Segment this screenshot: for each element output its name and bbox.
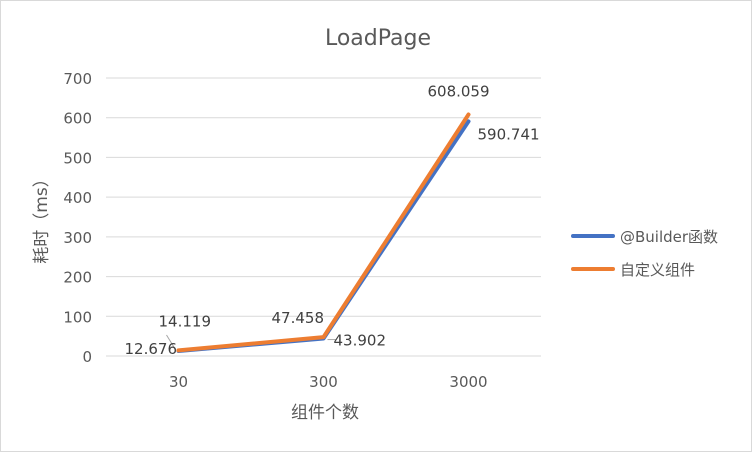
data-label: 43.902 xyxy=(334,332,387,350)
gridlines xyxy=(106,77,541,357)
data-label: 47.458 xyxy=(272,309,325,327)
leader-line xyxy=(166,334,175,349)
data-label: 12.676 xyxy=(125,340,178,358)
y-tick-label: 400 xyxy=(63,189,92,207)
y-tick-label: 100 xyxy=(63,308,92,326)
y-tick-label: 600 xyxy=(63,110,92,128)
y-tick-label: 200 xyxy=(63,269,92,287)
data-label: 14.119 xyxy=(159,312,212,330)
y-tick-label: 300 xyxy=(63,229,92,247)
data-label: 590.741 xyxy=(478,125,540,143)
x-axis-ticks: 30 300 3000 xyxy=(169,373,488,391)
y-axis-ticks: 0 100 200 300 400 500 600 700 xyxy=(63,70,92,366)
series-lines xyxy=(176,112,471,353)
legend-label: @Builder函数 xyxy=(620,228,718,246)
y-tick-label: 0 xyxy=(82,348,92,366)
y-axis-label: 耗时（ms） xyxy=(32,170,52,263)
legend-label: 自定义组件 xyxy=(620,261,695,279)
data-labels: 12.676 43.902 590.741 14.119 47.458 608.059 xyxy=(125,83,540,358)
x-tick-label: 30 xyxy=(169,373,188,391)
y-tick-label: 700 xyxy=(63,70,92,88)
chart-title: LoadPage xyxy=(325,26,431,51)
data-label: 608.059 xyxy=(427,83,489,101)
x-axis-label: 组件个数 xyxy=(291,403,359,423)
label-leader-lines xyxy=(166,334,336,349)
y-tick-label: 500 xyxy=(63,149,92,167)
series-line xyxy=(176,112,471,353)
x-tick-label: 3000 xyxy=(449,373,487,391)
x-tick-label: 300 xyxy=(309,373,338,391)
